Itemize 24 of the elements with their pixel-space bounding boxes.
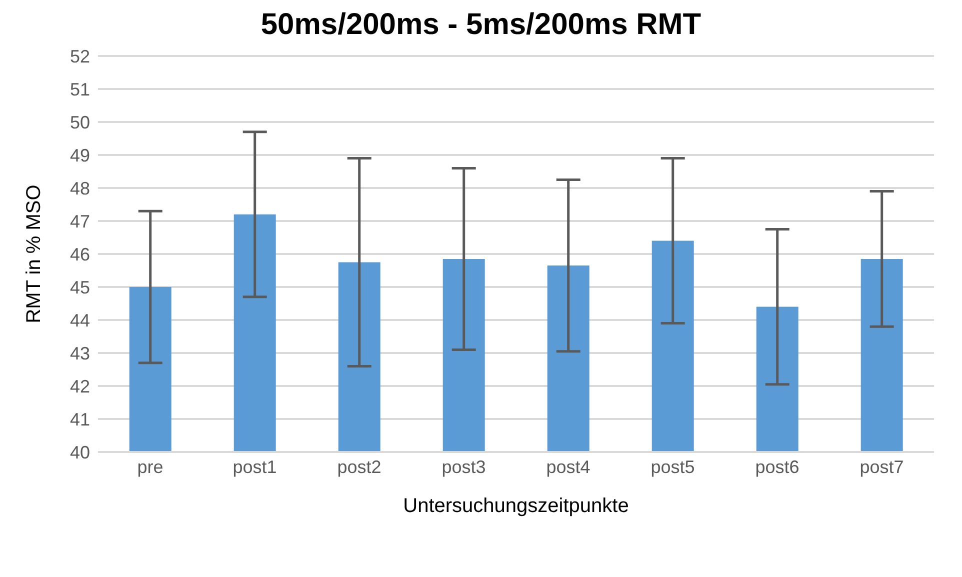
y-tick-label: 46	[70, 244, 90, 264]
y-tick-label: 50	[70, 112, 90, 132]
y-tick-label: 41	[70, 409, 90, 430]
x-tick-label: post4	[546, 456, 590, 477]
x-tick-label: post5	[650, 456, 695, 477]
x-tick-label: post2	[337, 456, 382, 477]
y-axis-title: RMT in % MSO	[23, 184, 46, 324]
x-tick-label: post3	[442, 456, 486, 477]
chart-title: 50ms/200ms - 5ms/200ms RMT	[260, 8, 702, 42]
y-tick-label: 48	[70, 178, 90, 198]
y-tick-label: 52	[70, 46, 90, 66]
y-tick-label: 44	[70, 310, 90, 330]
y-tick-label: 43	[70, 343, 90, 364]
y-tick-label: 42	[70, 376, 90, 396]
x-axis-title: Untersuchungszeitpunkte	[403, 495, 629, 517]
y-tick-label: 47	[70, 211, 90, 232]
y-tick-label: 49	[70, 145, 90, 166]
x-tick-label: pre	[137, 456, 164, 477]
y-tick-label: 45	[70, 277, 90, 298]
x-tick-label: post6	[755, 456, 800, 477]
x-tick-label: post7	[860, 456, 904, 477]
y-tick-label: 40	[70, 442, 90, 462]
y-tick-label: 51	[70, 79, 90, 100]
x-tick-label: post1	[232, 456, 277, 477]
